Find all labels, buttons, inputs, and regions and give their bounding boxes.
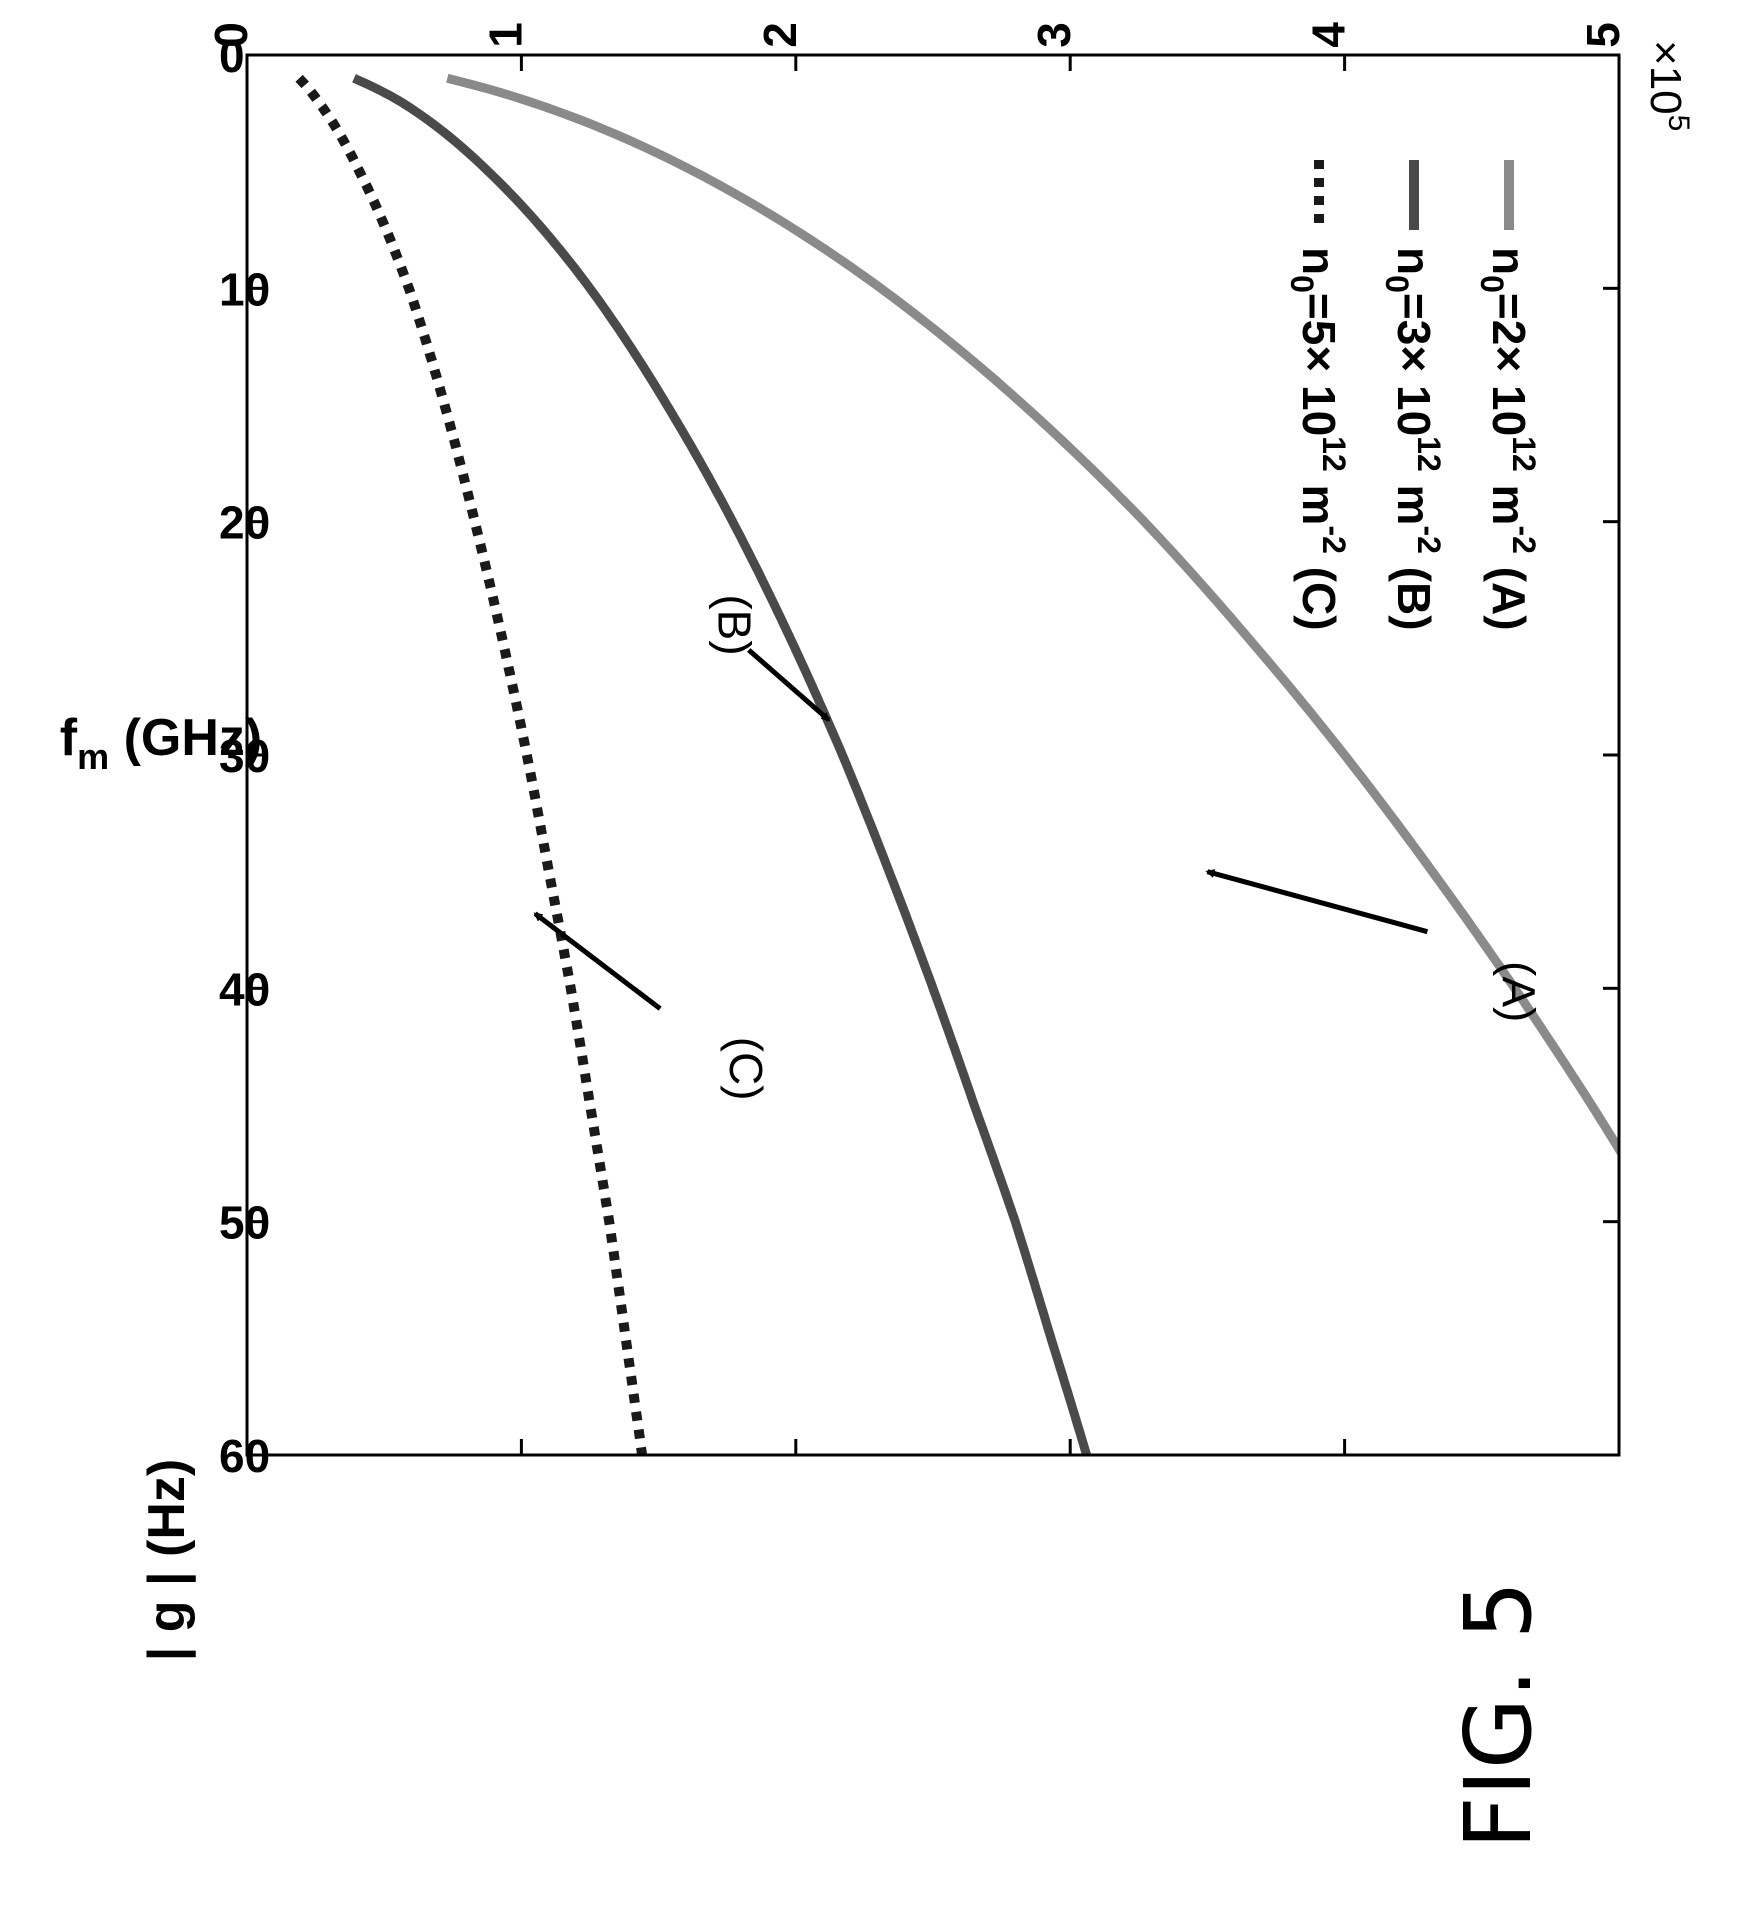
figure-label: FIG. 5 xyxy=(1445,1581,1552,1849)
x-tick-label: 60 xyxy=(219,1430,270,1482)
annotation-arrow-2 xyxy=(747,648,831,722)
y-tick-label: 0 xyxy=(205,22,257,48)
series-line-3 xyxy=(295,74,648,1456)
y-tick-label: 3 xyxy=(1028,22,1080,48)
series-line-2 xyxy=(352,74,1091,1456)
annotation-arrow-1 xyxy=(1205,869,1429,935)
annotation-arrow-3 xyxy=(533,911,662,1011)
x-tick-label: 30 xyxy=(219,730,270,782)
x-tick-label: 50 xyxy=(219,1197,270,1249)
x-tick-label: 20 xyxy=(219,497,270,549)
y-tick-label: 1 xyxy=(479,22,531,48)
legend-label-3: n0=5× 1012 m-2 (C) xyxy=(1284,247,1352,631)
x-tick-label: 0 xyxy=(219,30,245,82)
y-axis-label: | g | (Hz) xyxy=(138,1459,196,1661)
y-axis-multiplier: ×105 xyxy=(1641,40,1695,131)
annotation-label-3: (C) xyxy=(720,1037,772,1101)
legend-label-2: n0=3× 1012 m-2 (B) xyxy=(1379,247,1447,631)
series-line-1 xyxy=(446,73,1620,1456)
annotation-label-1: (A) xyxy=(1492,961,1544,1022)
legend-label-1: n0=2× 1012 m-2 (A) xyxy=(1474,247,1542,631)
y-tick-label: 4 xyxy=(1303,22,1355,48)
x-tick-label: 10 xyxy=(219,263,270,315)
x-tick-label: 40 xyxy=(219,963,270,1015)
x-axis-label: fm (GHz) xyxy=(60,709,262,777)
y-tick-label: 5 xyxy=(1577,22,1629,48)
annotation-label-2: (B) xyxy=(709,594,761,655)
legend: n0=2× 1012 m-2 (A) n0=3× 1012 m-2 (B) n0=5… xyxy=(1284,160,1542,631)
y-tick-label: 2 xyxy=(754,22,806,48)
